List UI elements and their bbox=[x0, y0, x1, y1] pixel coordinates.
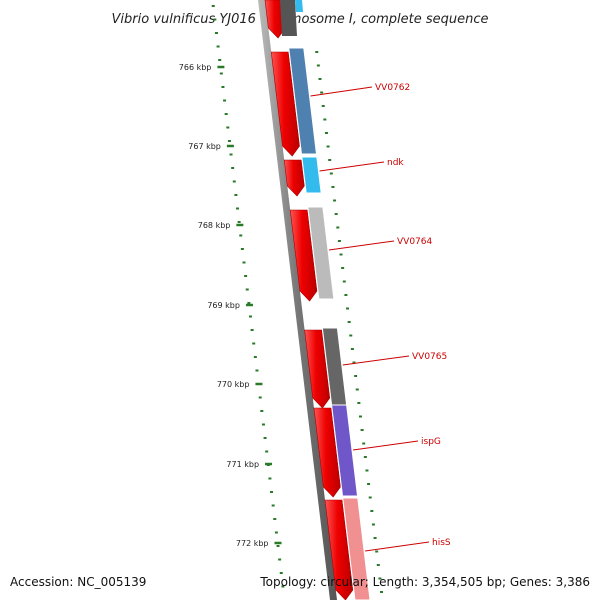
gene-feature bbox=[331, 404, 359, 497]
gene-labels: VV0762 ndk VV0764 VV0765 ispG hisS bbox=[310, 83, 451, 552]
gene-feature bbox=[342, 497, 371, 600]
gene-leader-line bbox=[352, 440, 419, 451]
ruler-label: 772 kbp bbox=[236, 539, 269, 548]
summary-text: Topology: circular; Length: 3,354,505 bp… bbox=[259, 575, 590, 589]
ruler-label: 766 kbp bbox=[179, 63, 212, 72]
backbone-bar bbox=[258, 0, 337, 600]
ruler-label: 771 kbp bbox=[226, 460, 259, 469]
cds-arrow bbox=[270, 51, 300, 157]
gene-leader-line bbox=[365, 541, 430, 552]
ruler-label: 768 kbp bbox=[198, 221, 231, 230]
cds-arrow bbox=[313, 407, 341, 498]
gene-label: VV0765 bbox=[412, 352, 447, 362]
gene-label: ispG bbox=[421, 437, 441, 447]
ruler-labels: 766 kbp 767 kbp 768 kbp 769 kbp 770 kbp 771 k… bbox=[179, 63, 282, 548]
cds-arrow bbox=[283, 159, 305, 197]
gene-leader-line bbox=[319, 161, 385, 172]
cds-arrow bbox=[264, 0, 286, 39]
gene-track bbox=[280, 0, 371, 600]
accession-text: Accession: NC_005139 bbox=[10, 575, 146, 589]
cds-track bbox=[264, 0, 354, 600]
ruler-ticks bbox=[211, 5, 384, 593]
gene-label: ndk bbox=[387, 158, 404, 168]
cds-arrow bbox=[304, 329, 331, 409]
gene-leader-line bbox=[328, 240, 395, 251]
map-title: Vibrio vulnificus YJ016 chromosome I, co… bbox=[111, 12, 488, 27]
gene-label: hisS bbox=[432, 538, 451, 548]
chromosome-backbone bbox=[258, 0, 337, 600]
cds-arrow bbox=[324, 499, 354, 600]
gene-leader-line bbox=[310, 86, 373, 97]
gene-feature-top bbox=[280, 0, 297, 36]
gene-leader-line bbox=[342, 355, 410, 366]
gene-feature bbox=[301, 156, 322, 194]
ruler-label: 770 kbp bbox=[217, 380, 250, 389]
gene-feature bbox=[288, 47, 318, 155]
gene-feature bbox=[307, 206, 335, 300]
gene-feature-top bbox=[295, 0, 303, 12]
gene-label: VV0762 bbox=[375, 83, 410, 93]
ruler-label: 767 kbp bbox=[188, 142, 221, 151]
cds-arrow bbox=[289, 209, 318, 302]
gene-label: VV0764 bbox=[397, 237, 432, 247]
ruler-label: 769 kbp bbox=[207, 301, 240, 310]
